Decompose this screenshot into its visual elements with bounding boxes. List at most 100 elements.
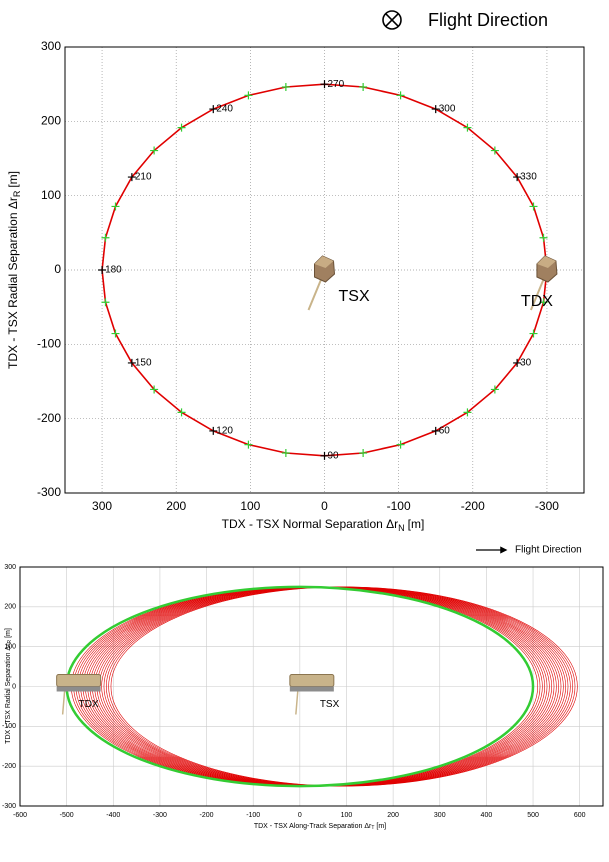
satellite-icon (56, 674, 102, 715)
x-tick-label: 100 (240, 499, 260, 513)
orbit-marker (513, 173, 522, 182)
x-tick-label: 300 (92, 499, 112, 513)
tsx-label: TSX (320, 699, 340, 710)
orbit-marker (127, 358, 136, 367)
x-tick-label: -500 (60, 812, 74, 819)
orbit-marker (320, 451, 329, 460)
antenna (307, 275, 324, 311)
point-label: 120 (216, 426, 233, 437)
orbit-marker (539, 298, 548, 307)
tdx-label: TDX (521, 293, 553, 310)
orbit-marker (101, 233, 110, 242)
satellite-body (56, 674, 102, 687)
antenna (530, 275, 546, 311)
orbit-marker (101, 298, 110, 307)
x-tick-label: 0 (298, 812, 302, 819)
point-label: 180 (105, 265, 122, 276)
antenna (295, 690, 299, 715)
orbit-marker (529, 202, 538, 211)
satellite-face (536, 256, 556, 268)
orbit-marker (490, 146, 499, 155)
flight-direction-label: Flight Direction (515, 545, 582, 556)
antenna (61, 690, 66, 715)
satellite-icon (530, 255, 558, 311)
point-label: 150 (135, 358, 152, 369)
tsx-label: TSX (339, 288, 370, 305)
x-tick-label: -300 (153, 812, 167, 819)
plot-frame (19, 566, 604, 807)
x-tick-label: -600 (13, 812, 27, 819)
flight-direction-symbol (382, 10, 402, 30)
y-tick-label: -100 (37, 337, 61, 351)
flight-direction-label: Flight Direction (428, 10, 548, 30)
orbit-marker (111, 329, 120, 338)
orbit-marker (431, 426, 440, 435)
orbit-marker (177, 408, 186, 417)
satellite-body (289, 674, 335, 687)
x-tick-label: 500 (527, 812, 539, 819)
orbit-marker (150, 385, 159, 394)
orbit-marker (513, 358, 522, 367)
point-label: 270 (328, 79, 345, 90)
orbit-marker (359, 82, 368, 91)
orbit-marker (529, 329, 538, 338)
orbit-marker (111, 202, 120, 211)
x-axis-label: TDX - TSX Along-Track Separation ΔrT [m] (254, 823, 386, 831)
orbit-marker (539, 233, 548, 242)
orbit-marker (150, 146, 159, 155)
plot-frame (64, 46, 585, 494)
x-tick-label: 200 (166, 499, 186, 513)
y-tick-label: -300 (37, 485, 61, 499)
y-tick-label: -200 (37, 411, 61, 425)
x-tick-label: 200 (387, 812, 399, 819)
satellite-panel (56, 686, 101, 692)
x-tick-label: 600 (574, 812, 586, 819)
x-tick-label: -100 (387, 499, 411, 513)
satellite-icon (289, 674, 335, 715)
y-axis-label: TDX - TSX Radial Separation ΔrR[m] (5, 628, 13, 744)
y-tick-label: 0 (12, 683, 16, 690)
orbit-marker (359, 449, 368, 458)
point-label: 300 (439, 104, 456, 115)
point-label: 60 (439, 426, 451, 437)
orbit-marker (98, 266, 107, 274)
x-tick-label: 100 (341, 812, 353, 819)
orbit-ellipse (110, 586, 578, 787)
orbit-marker (209, 105, 218, 114)
orbit-marker (244, 91, 253, 100)
orbit-marker (431, 105, 440, 114)
x-axis-label: TDX - TSX Normal Separation ΔrN [m] (222, 517, 425, 533)
point-label: 210 (135, 172, 152, 183)
satellite-face (314, 256, 334, 268)
orbit-marker (463, 123, 472, 132)
satellite-icon (307, 255, 336, 311)
x-tick-label: -300 (535, 499, 559, 513)
x-tick-label: 0 (321, 499, 328, 513)
orbit-marker (490, 385, 499, 394)
point-label: 330 (520, 172, 537, 183)
y-tick-label: 0 (54, 262, 61, 276)
orbit-marker (281, 449, 290, 458)
point-label: 240 (216, 104, 233, 115)
orbit-marker (209, 426, 218, 435)
orbit-marker (127, 173, 136, 182)
orbit-marker (177, 123, 186, 132)
y-tick-label: 200 (4, 604, 16, 611)
point-label: 30 (520, 358, 532, 369)
orbit-marker (463, 408, 472, 417)
orbit-marker (396, 91, 405, 100)
orbit-marker (396, 440, 405, 449)
y-tick-label: 200 (41, 114, 61, 128)
x-tick-label: 400 (481, 812, 493, 819)
y-tick-label: 100 (41, 188, 61, 202)
point-label: 90 (328, 450, 340, 461)
y-tick-label: -100 (2, 723, 16, 730)
x-tick-label: -200 (200, 812, 214, 819)
satellite-panel (289, 686, 334, 692)
y-tick-label: 300 (41, 39, 61, 53)
y-axis-label: TDX - TSX Radial Separation ΔrR[m] (6, 171, 22, 369)
x-tick-label: -400 (106, 812, 120, 819)
orbit-marker (244, 440, 253, 449)
orbit-marker (320, 80, 329, 89)
